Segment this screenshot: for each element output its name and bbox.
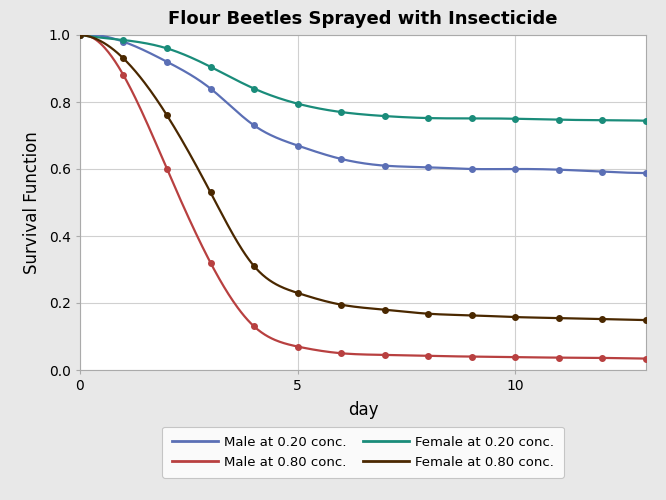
Title: Flour Beetles Sprayed with Insecticide: Flour Beetles Sprayed with Insecticide <box>168 10 557 28</box>
X-axis label: day: day <box>348 402 378 419</box>
Legend: Male at 0.20 conc., Male at 0.80 conc., Female at 0.20 conc., Female at 0.80 con: Male at 0.20 conc., Male at 0.80 conc., … <box>163 427 563 478</box>
Y-axis label: Survival Function: Survival Function <box>23 131 41 274</box>
